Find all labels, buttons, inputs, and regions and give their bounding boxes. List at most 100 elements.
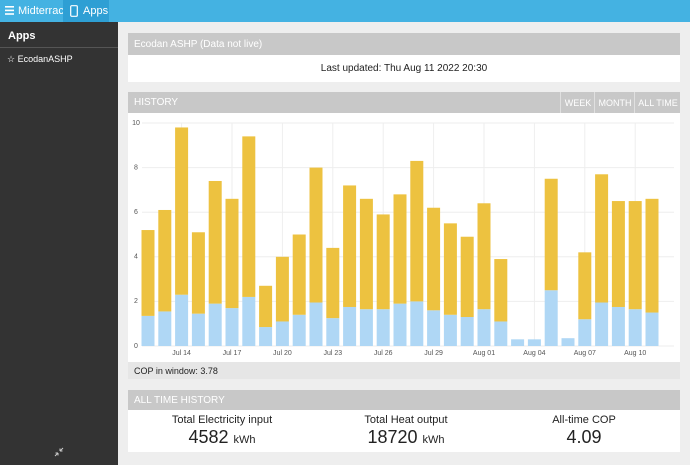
bar-segment — [628, 309, 642, 346]
bar-segment — [158, 311, 172, 346]
bar-segment — [578, 252, 592, 320]
x-tick-label: Aug 07 — [574, 350, 596, 357]
bar-segment — [561, 338, 575, 346]
range-button[interactable]: WEEK — [560, 92, 595, 113]
bar-segment — [595, 174, 609, 303]
bar-segment — [225, 198, 239, 309]
menu-icon[interactable] — [5, 6, 15, 16]
x-tick-label: Jul 26 — [374, 350, 393, 357]
bar-segment — [208, 180, 222, 304]
stat-unit: kWh — [422, 434, 445, 446]
bar-segment — [544, 290, 558, 346]
x-tick-label: Jul 23 — [323, 350, 342, 357]
stat-value: 4.09 — [566, 427, 602, 447]
stat-value: 4582 — [188, 427, 229, 447]
range-button[interactable]: ALL TIME — [634, 92, 681, 113]
sidebar-item[interactable]: ☆ EcodanASHP — [7, 54, 73, 64]
navbar: Midterrace Apps — [0, 0, 690, 22]
x-tick-label: Aug 04 — [523, 350, 545, 357]
stat-label: All-time COP — [552, 414, 616, 426]
bar-segment — [595, 302, 609, 346]
last-updated: Last updated: Thu Aug 11 2022 20:30 — [320, 63, 488, 74]
bar-segment — [175, 127, 189, 295]
stat: All-time COP 4.09 — [492, 410, 676, 448]
stat-label: Total Heat output — [364, 414, 448, 426]
y-tick-label: 2 — [134, 298, 138, 305]
bar-segment — [611, 201, 625, 307]
stat-value: 18720 — [367, 427, 418, 447]
bar-segment — [578, 319, 592, 346]
bar-segment — [443, 314, 457, 346]
panel-title: Ecodan ASHP (Data not live) — [134, 38, 263, 50]
bar-segment — [292, 314, 306, 346]
bar-segment — [393, 194, 407, 304]
panel-header: HISTORY WEEK MONTH ALL TIME — [128, 92, 680, 113]
chart-panel: 0 2 4 6 8 10 Jul 14 Jul 17 Jul 20 Jul 23 Jul 26 Jul… — [128, 113, 680, 362]
stat: Total Electricity input 4582 kWh — [130, 410, 314, 448]
bar-segment — [645, 198, 659, 313]
bar-segment — [158, 209, 172, 312]
y-tick-label: 10 — [132, 120, 140, 127]
sidebar: Apps ☆ EcodanASHP — [0, 22, 118, 465]
panel-title: ALL TIME HISTORY — [134, 394, 225, 406]
bar-segment — [326, 247, 340, 319]
bar-segment — [460, 317, 474, 346]
bar-segment — [259, 327, 273, 346]
bar-segment — [191, 232, 205, 314]
bar-segment — [343, 306, 357, 346]
phone-icon — [70, 5, 78, 17]
bar-segment — [175, 294, 189, 346]
x-tick-label: Jul 17 — [223, 350, 242, 357]
panel-header: ALL TIME HISTORY — [128, 390, 680, 410]
bar-segment — [191, 313, 205, 346]
y-tick-label: 0 — [134, 343, 138, 350]
bar-segment — [527, 339, 541, 346]
bar-segment — [410, 301, 424, 346]
bar-segment — [359, 198, 373, 310]
y-tick-label: 8 — [134, 164, 138, 171]
bar-segment — [259, 285, 273, 328]
bar-segment — [208, 303, 222, 346]
x-tick-label: Jul 14 — [172, 350, 191, 357]
cop-label: COP in window: — [134, 365, 198, 376]
bar-segment — [511, 339, 525, 346]
panel-body: Last updated: Thu Aug 11 2022 20:30 — [128, 55, 680, 82]
bar-segment — [460, 236, 474, 318]
bar-segment — [242, 136, 256, 297]
cop-row: COP in window: 3.78 — [128, 362, 680, 379]
bar-segment — [427, 207, 441, 311]
panel-title: HISTORY — [134, 97, 179, 108]
bar-segment — [410, 160, 424, 302]
bar-segment — [376, 214, 390, 310]
sidebar-title: Apps — [8, 30, 36, 42]
bar-segment — [628, 201, 642, 310]
stat-unit: kWh — [233, 434, 256, 446]
bar-segment — [275, 256, 289, 322]
bar-segment — [225, 308, 239, 346]
x-tick-label: Jul 20 — [273, 350, 292, 357]
bar-segment — [494, 259, 508, 322]
bar-segment — [477, 203, 491, 310]
bar-segment — [343, 185, 357, 307]
bar-segment — [326, 318, 340, 346]
bar-segment — [427, 310, 441, 346]
collapse-icon[interactable] — [54, 447, 64, 457]
stats-panel: Total Electricity input 4582 kWh Total He… — [128, 410, 680, 452]
bar-segment — [141, 315, 155, 346]
apps-link[interactable]: Apps — [83, 5, 109, 17]
bar-segment — [443, 223, 457, 315]
bar-segment — [477, 309, 491, 346]
bar-segment — [309, 302, 323, 346]
bar-segment — [141, 230, 155, 316]
bar-segment — [645, 312, 659, 346]
bar-segment — [242, 296, 256, 346]
range-button[interactable]: MONTH — [594, 92, 635, 113]
bar-segment — [376, 309, 390, 346]
brand[interactable]: Midterrace — [18, 5, 70, 17]
chart: 0 2 4 6 8 10 Jul 14 Jul 17 Jul 20 Jul 23 Jul 26 Jul… — [132, 120, 674, 357]
bar-segment — [611, 306, 625, 346]
x-tick-label: Aug 01 — [473, 350, 495, 357]
bar-segment — [544, 178, 558, 291]
y-tick-label: 4 — [134, 254, 138, 261]
apps-tab[interactable]: Apps — [63, 0, 109, 22]
